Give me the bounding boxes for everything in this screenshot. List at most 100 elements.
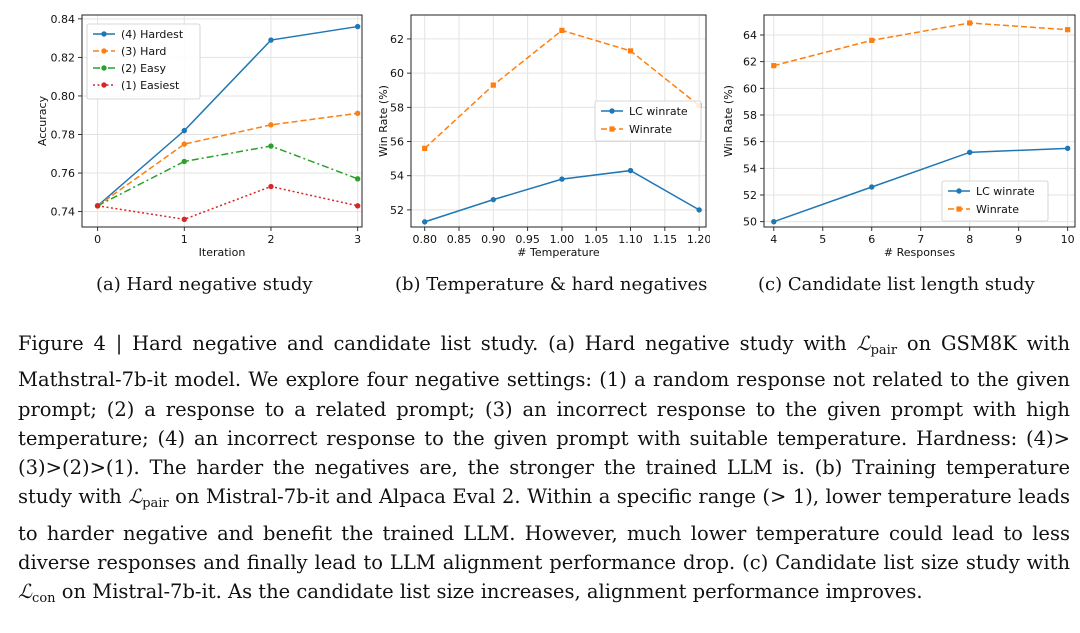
plot-frame (81, 14, 363, 228)
y-axis-label: Win Rate (%) (377, 85, 390, 157)
y-tick-label: 0.80 (51, 90, 76, 103)
data-point (627, 48, 634, 54)
data-point (771, 218, 777, 225)
y-tick-label: 58 (390, 101, 404, 114)
x-tick-label: 0.85 (447, 233, 472, 246)
x-tick-label: 1.20 (687, 233, 710, 246)
x-axis-label: # Temperature (517, 246, 600, 259)
data-point (94, 203, 101, 209)
subcaption-c: (c) Candidate list length study (758, 274, 1035, 295)
legend-label: Winrate (976, 203, 1019, 216)
series-line-1 (97, 112, 358, 207)
legend-label: Winrate (629, 123, 672, 136)
loss-subscript-pair-a: pair (870, 343, 898, 358)
subcaption-a: (a) Hard negative study (96, 274, 313, 295)
plot-frame (410, 14, 707, 228)
x-tick-label: 1.05 (584, 233, 609, 246)
y-tick-label: 62 (743, 56, 757, 69)
y-axis-label: Win Rate (%) (722, 85, 735, 157)
x-axis-label: Iteration (199, 246, 246, 259)
x-tick-label: 1.15 (653, 233, 678, 246)
x-tick-label: 1 (181, 233, 188, 246)
data-point (967, 149, 973, 156)
data-point (268, 122, 274, 128)
y-tick-label: 62 (390, 33, 404, 46)
x-tick-label: 2 (267, 233, 274, 246)
figure-caption: Figure 4 | Hard negative and candidate l… (18, 329, 1070, 614)
y-tick-label: 54 (743, 162, 757, 175)
data-point (268, 37, 274, 43)
data-point (1065, 27, 1071, 33)
y-tick-label: 56 (390, 136, 404, 149)
plot-frame (763, 14, 1076, 228)
series-line-0 (773, 147, 1068, 223)
legend-label: (4) Hardest (121, 28, 184, 41)
x-tick-label: 8 (966, 233, 973, 246)
loss-symbol-pair-b: ℒ (128, 485, 143, 509)
data-point (1064, 145, 1071, 152)
loss-subscript-pair-b: pair (142, 496, 169, 512)
legend-label: (2) Easy (121, 62, 167, 75)
x-tick-label: 10 (1061, 233, 1075, 246)
y-tick-label: 54 (390, 170, 404, 183)
x-tick-label: 0 (94, 233, 101, 246)
chart-hard-negative-study: 0 1 2 3 0.74 0.76 0.78 0.80 0.82 0.84 Iteration Acc… (0, 0, 365, 300)
x-tick-label: 0.80 (412, 233, 437, 246)
x-tick-label: 1.00 (550, 233, 575, 246)
series-line-0 (97, 25, 358, 207)
loss-symbol-pair-a: ℒ (856, 332, 871, 355)
data-point (268, 143, 274, 149)
y-tick-label: 64 (743, 29, 757, 42)
data-point (559, 176, 565, 182)
y-tick-label: 0.84 (51, 13, 76, 26)
data-point (181, 127, 187, 134)
data-point (869, 184, 875, 190)
data-point (422, 219, 428, 225)
y-tick-label: 0.78 (51, 128, 76, 141)
x-tick-label: 3 (354, 233, 361, 246)
caption-part-3: on Mistral-7b-it and Alpaca Eval 2. With… (18, 485, 1070, 575)
data-point (354, 23, 361, 30)
legend-marker (101, 48, 107, 54)
legend-marker (956, 206, 962, 212)
legend-box (86, 23, 201, 100)
legend-label: LC winrate (629, 105, 688, 118)
chart-temperature: 0.80 0.85 0.90 0.95 1.00 1.05 1.10 1.15 1.20 52 54… (365, 0, 711, 300)
data-point (268, 183, 274, 190)
legend-label: (1) Easiest (121, 79, 180, 92)
x-tick-label: 1.10 (618, 233, 643, 246)
data-point (354, 110, 361, 116)
x-tick-label: 6 (868, 233, 875, 246)
y-axis-label: Accuracy (36, 95, 49, 146)
legend-marker (609, 126, 615, 132)
y-tick-label: 50 (743, 216, 757, 229)
data-point (559, 27, 565, 33)
legend-label: (3) Hard (121, 45, 166, 58)
data-point (967, 20, 973, 26)
y-tick-label: 52 (390, 204, 404, 217)
series-line-1 (773, 22, 1068, 67)
data-point (181, 158, 187, 165)
x-tick-label: 4 (770, 233, 777, 246)
y-tick-label: 58 (743, 109, 757, 122)
x-tick-label: 0.90 (481, 233, 506, 246)
loss-symbol-con: ℒ (18, 580, 33, 604)
data-point (354, 176, 361, 182)
legend-marker (956, 188, 962, 194)
caption-part-4: on Mistral-7b-it. As the candidate list … (55, 580, 923, 604)
caption-part-1: Figure 4 | Hard negative and candidate l… (18, 332, 857, 355)
chart-b-svg: 0.80 0.85 0.90 0.95 1.00 1.05 1.10 1.15 1.20 52 54… (377, 14, 711, 259)
data-point (490, 82, 496, 88)
y-tick-label: 0.74 (51, 206, 76, 219)
y-tick-label: 0.76 (51, 167, 76, 180)
x-tick-label: 9 (1015, 233, 1022, 246)
data-point (422, 145, 428, 151)
chart-candidate-list: 4 5 6 7 8 9 10 50 52 54 56 58 60 62 64 # Responses Win R… (710, 0, 1080, 300)
x-axis-label: # Responses (884, 246, 956, 259)
legend-marker (101, 31, 107, 37)
caption-part-2: on GSM8K with Mathstral-7b-it model. We … (18, 332, 1071, 509)
y-tick-label: 60 (743, 82, 757, 95)
legend-marker (101, 82, 107, 88)
y-tick-label: 52 (743, 189, 757, 202)
